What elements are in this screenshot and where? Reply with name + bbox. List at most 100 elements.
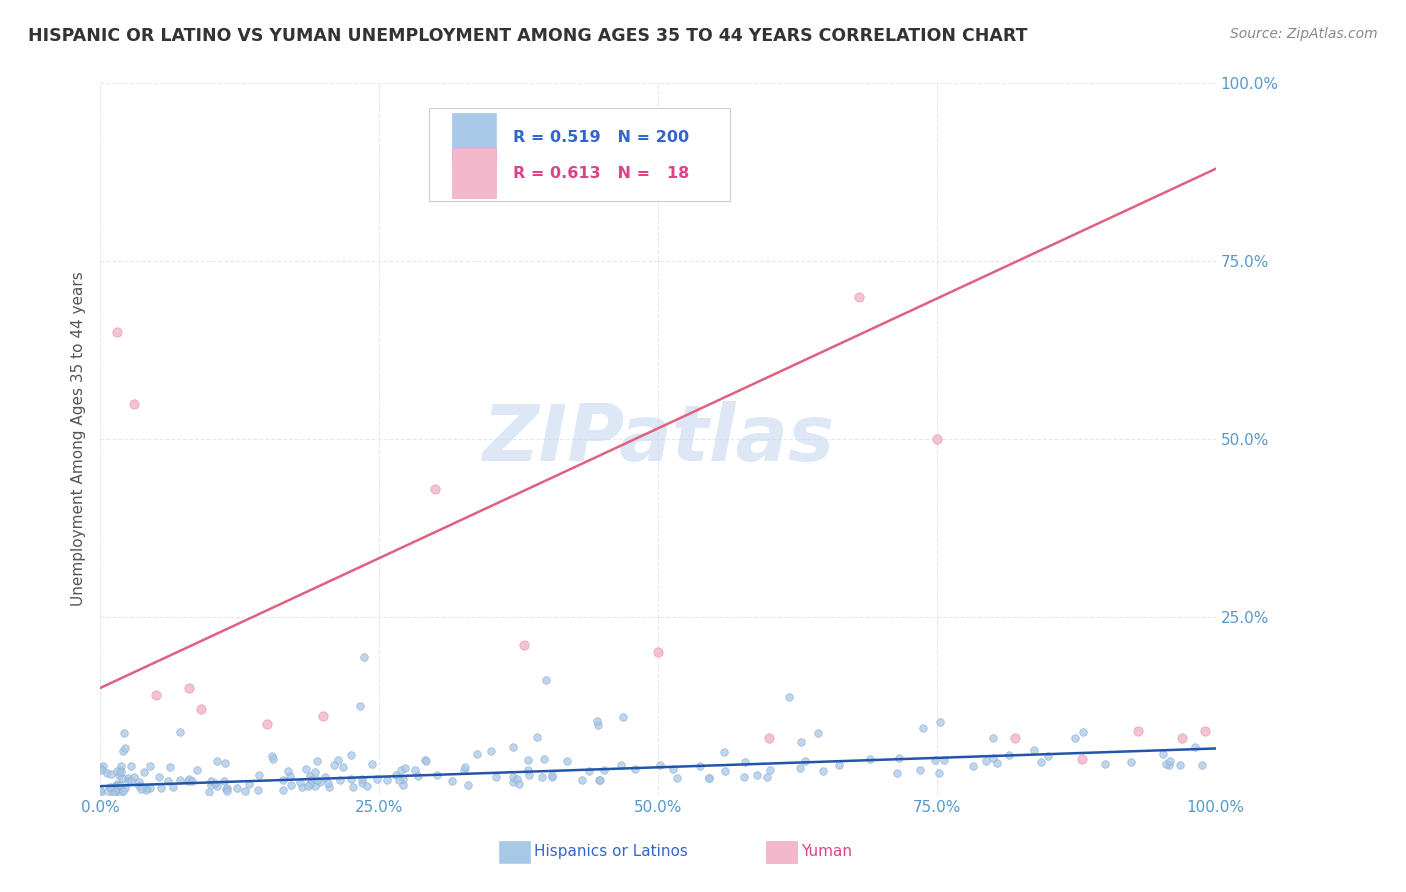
Point — [557, 755, 579, 769]
Point — [1168, 757, 1191, 772]
Point — [97, 784, 120, 798]
Point — [413, 753, 436, 767]
FancyBboxPatch shape — [429, 108, 730, 201]
Point — [104, 779, 127, 793]
Point — [200, 778, 222, 792]
Point — [111, 771, 134, 785]
Point — [807, 725, 830, 739]
Point — [159, 759, 181, 773]
Point — [517, 768, 540, 782]
Point — [352, 776, 374, 790]
Point — [530, 770, 553, 784]
Point — [271, 773, 294, 788]
FancyBboxPatch shape — [451, 148, 496, 198]
Point — [756, 770, 779, 784]
Point — [794, 755, 817, 769]
Point — [502, 775, 524, 789]
Point — [108, 787, 131, 801]
Point — [101, 787, 124, 801]
Point — [316, 776, 339, 790]
Point — [925, 432, 948, 446]
Point — [734, 755, 756, 769]
Point — [340, 747, 363, 762]
Text: R = 0.613   N =   18: R = 0.613 N = 18 — [513, 166, 689, 181]
Point — [415, 755, 437, 769]
Point — [110, 765, 132, 780]
Point — [974, 754, 997, 768]
Point — [207, 779, 229, 793]
Point — [298, 777, 321, 791]
Point — [340, 772, 363, 787]
Point — [112, 784, 135, 798]
Point — [384, 767, 406, 781]
Point — [610, 758, 633, 772]
Point — [647, 645, 669, 659]
Point — [262, 749, 284, 764]
Point — [440, 774, 463, 789]
Point — [312, 709, 335, 723]
Point — [689, 759, 711, 773]
Point — [135, 780, 157, 795]
Point — [308, 775, 330, 789]
Point — [145, 688, 167, 702]
Point — [506, 772, 529, 787]
Point — [100, 766, 122, 780]
Point — [1094, 757, 1116, 772]
Text: Source: ZipAtlas.com: Source: ZipAtlas.com — [1230, 27, 1378, 41]
Point — [105, 764, 128, 779]
Point — [214, 782, 236, 797]
Point — [314, 770, 336, 784]
Point — [827, 758, 849, 772]
Point — [924, 753, 946, 767]
Point — [612, 710, 634, 724]
Point — [135, 782, 157, 797]
Point — [733, 770, 755, 784]
Point — [139, 780, 162, 795]
Point — [342, 780, 364, 794]
Point — [277, 764, 299, 778]
Point — [105, 779, 128, 793]
Y-axis label: Unemployment Among Ages 35 to 44 years: Unemployment Among Ages 35 to 44 years — [72, 272, 86, 607]
Point — [513, 638, 536, 652]
Point — [356, 779, 378, 793]
Point — [886, 766, 908, 780]
Point — [157, 773, 180, 788]
Point — [326, 753, 349, 767]
Point — [332, 760, 354, 774]
Point — [517, 753, 540, 767]
Point — [120, 773, 142, 788]
Point — [624, 762, 647, 776]
Point — [928, 765, 950, 780]
Point — [426, 768, 449, 782]
Point — [247, 782, 270, 797]
Point — [1152, 747, 1174, 761]
Point — [517, 763, 540, 777]
Point — [485, 771, 508, 785]
Point — [665, 771, 688, 785]
Point — [117, 771, 139, 785]
Point — [423, 482, 446, 496]
Point — [1029, 755, 1052, 769]
Point — [1070, 752, 1092, 766]
Point — [887, 751, 910, 765]
Point — [114, 781, 136, 796]
Point — [169, 772, 191, 787]
Point — [98, 780, 121, 794]
Text: R = 0.519   N = 200: R = 0.519 N = 200 — [513, 130, 689, 145]
Point — [204, 776, 226, 790]
Point — [128, 775, 150, 789]
Point — [986, 756, 1008, 770]
Point — [108, 768, 131, 782]
Point — [273, 783, 295, 797]
Point — [104, 784, 127, 798]
Point — [247, 768, 270, 782]
Point — [467, 747, 489, 761]
Point — [91, 759, 114, 773]
Point — [962, 759, 984, 773]
Point — [759, 764, 782, 778]
Point — [1159, 754, 1181, 768]
Point — [366, 772, 388, 786]
Point — [353, 650, 375, 665]
Point — [541, 770, 564, 784]
Point — [148, 770, 170, 784]
